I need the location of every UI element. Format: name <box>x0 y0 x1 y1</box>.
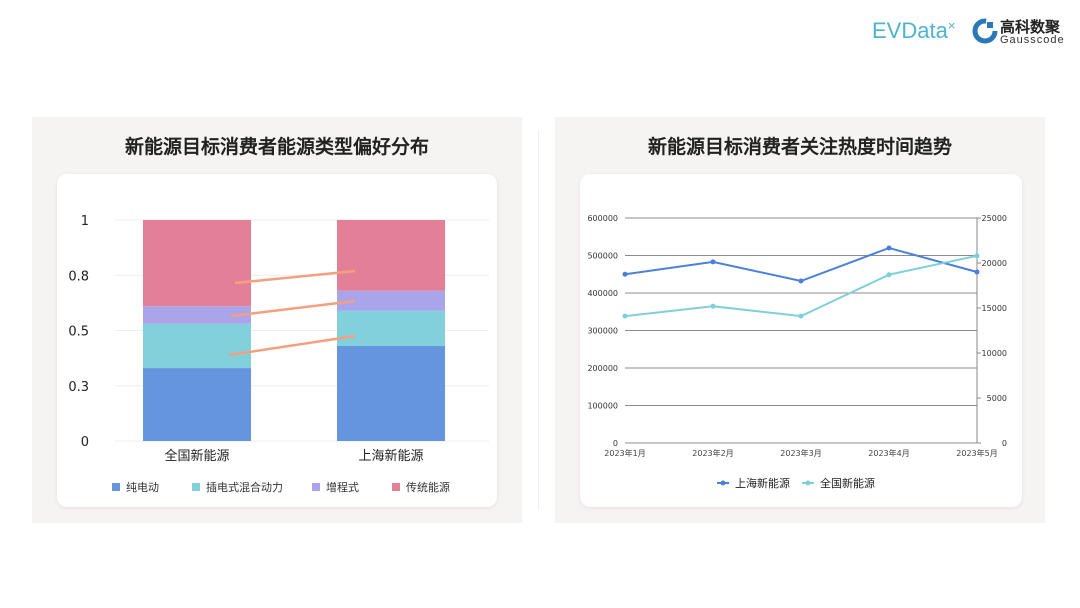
y-tick-label: 300000 <box>587 327 618 336</box>
x-tick-label: 2023年4月 <box>868 448 909 458</box>
legend-marker <box>720 480 726 486</box>
bar-segment <box>337 310 445 346</box>
data-point <box>886 245 892 251</box>
y-tick-label: 100000 <box>587 402 618 411</box>
data-point <box>622 271 628 277</box>
gausscode-logo: 高科数聚 Gausscode <box>972 18 1064 49</box>
annotation-line <box>234 269 356 285</box>
legend-swatch <box>112 483 120 491</box>
evdata-logo: EVData× <box>872 18 956 43</box>
divider <box>538 130 539 510</box>
y-tick-label: 0.5 <box>68 325 89 340</box>
bar-segment <box>143 323 251 369</box>
legend-label: 纯电动 <box>126 481 159 494</box>
y-tick-label: 0 <box>81 435 89 450</box>
y-tick-label: 600000 <box>587 214 618 223</box>
data-point <box>622 313 628 319</box>
legend-marker <box>805 480 811 486</box>
x-tick-label: 2023年2月 <box>692 448 733 458</box>
series-line <box>624 246 978 283</box>
bar-segment <box>143 368 251 441</box>
bar-segment <box>337 345 445 441</box>
legend-label: 传统能源 <box>406 480 450 494</box>
x-tick-label: 2023年3月 <box>780 448 821 458</box>
bar-chart-title: 新能源目标消费者能源类型偏好分布 <box>124 137 429 158</box>
legend-label: 上海新能源 <box>735 476 790 490</box>
annotation-line <box>230 299 356 318</box>
line-chart-title: 新能源目标消费者关注热度时间趋势 <box>647 137 952 158</box>
data-point <box>886 272 892 278</box>
y-tick-label: 200000 <box>587 364 618 373</box>
gausscode-logo-mark <box>972 18 998 44</box>
legend-label: 插电式混合动力 <box>206 480 283 494</box>
bar-segment <box>337 290 445 311</box>
legend-swatch <box>192 483 200 491</box>
data-point <box>798 313 804 319</box>
legend-label: 全国新能源 <box>820 476 875 490</box>
y2-tick-label: 15000 <box>982 304 1007 313</box>
data-point <box>710 259 716 265</box>
data-point <box>710 303 716 309</box>
y-tick-label: 0 <box>613 439 618 448</box>
legend-swatch <box>312 483 320 491</box>
y-tick-label: 0.8 <box>68 269 89 284</box>
y-tick-label: 400000 <box>587 289 618 298</box>
line-chart: 0 100000 200000 300000 400000 500000 600000 0 50… <box>587 214 1007 490</box>
x-tick-label: 2023年5月 <box>956 448 997 458</box>
x-tick-label: 2023年1月 <box>604 448 645 458</box>
data-point <box>974 269 980 275</box>
data-point <box>974 253 980 259</box>
x-tick-label: 上海新能源 <box>358 448 423 464</box>
bar-segment <box>143 306 251 324</box>
y2-tick-label: 10000 <box>982 349 1007 358</box>
data-point <box>798 278 804 284</box>
y2-tick-label: 5000 <box>987 394 1007 403</box>
line-card: 0 100000 200000 300000 400000 500000 600000 0 50… <box>580 174 1022 507</box>
bar-segment <box>143 220 251 307</box>
bar-segment <box>337 220 445 291</box>
y-tick-label: 0.3 <box>68 380 89 395</box>
y2-tick-label: 20000 <box>982 259 1007 268</box>
annotation-line <box>228 334 356 357</box>
y2-tick-label: 0 <box>1002 439 1007 448</box>
legend-swatch <box>392 483 400 491</box>
x-tick-label: 全国新能源 <box>164 448 229 464</box>
series-line <box>624 254 978 318</box>
y2-tick-label: 25000 <box>982 214 1007 223</box>
y-tick-label: 1 <box>81 214 89 229</box>
y-tick-label: 500000 <box>587 252 618 261</box>
legend-label: 增程式 <box>326 480 359 494</box>
bar-card: 0 0.3 0.5 0.8 1 全国新能源 上海新能源纯电动 插电式混合动力 增程式 传统能源 <box>57 174 497 507</box>
